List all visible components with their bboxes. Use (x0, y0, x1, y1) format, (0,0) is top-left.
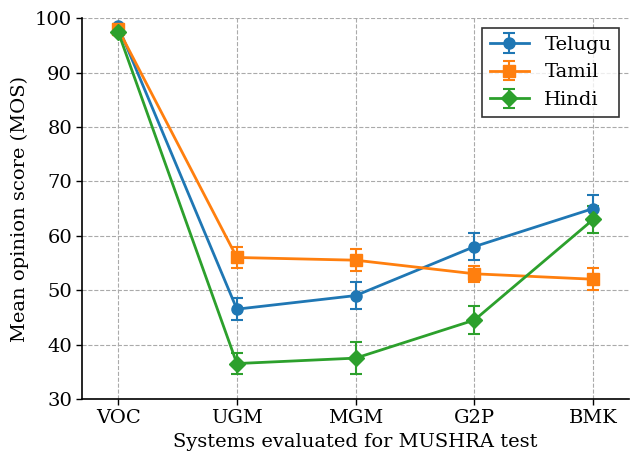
X-axis label: Systems evaluated for MUSHRA test: Systems evaluated for MUSHRA test (173, 433, 538, 451)
Y-axis label: Mean opinion score (MOS): Mean opinion score (MOS) (11, 75, 29, 341)
Legend: Telugu, Tamil, Hindi: Telugu, Tamil, Hindi (482, 28, 619, 117)
